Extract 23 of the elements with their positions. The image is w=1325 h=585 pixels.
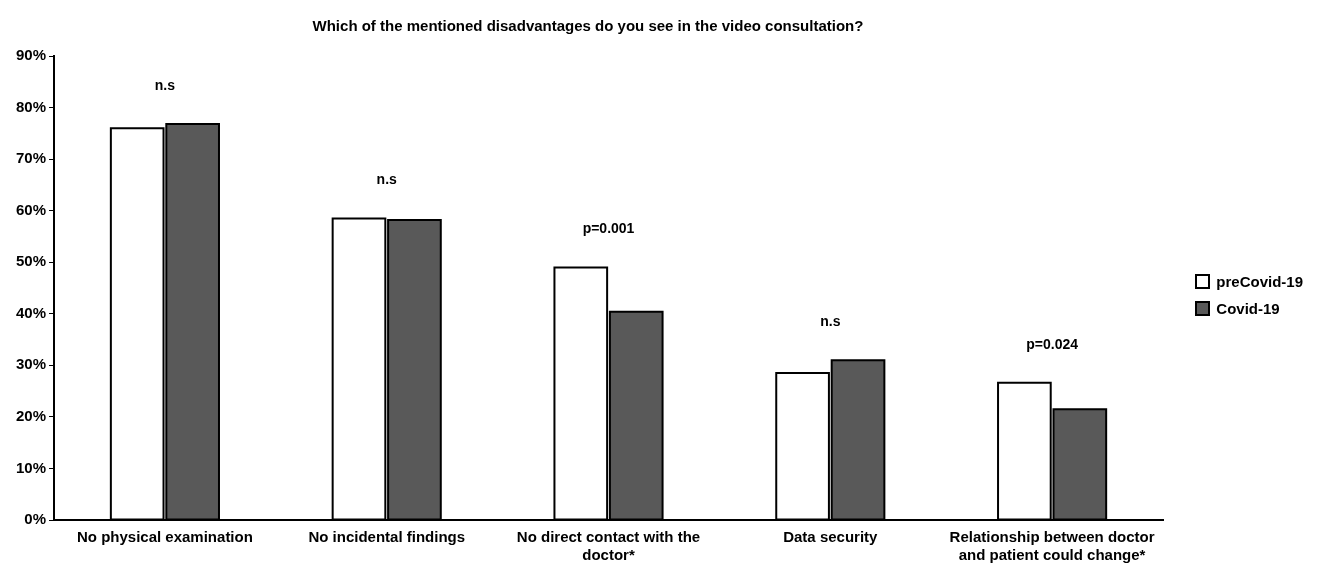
y-tick-label: 30% xyxy=(15,355,47,373)
annotation: n.s xyxy=(154,76,176,93)
y-tick-label: 40% xyxy=(15,303,47,321)
x-tick-label: Relationship between doctor and patient could change* xyxy=(949,528,1155,564)
legend-label: Covid-19 xyxy=(1216,300,1280,317)
annotation: p=0.024 xyxy=(1026,335,1079,352)
y-tick-label: 80% xyxy=(15,97,47,115)
y-tick-label: 0% xyxy=(24,510,47,528)
x-tick-label: No direct contact with the doctor* xyxy=(516,528,701,564)
annotation: n.s xyxy=(820,313,841,330)
chart-title: Which of the mentioned disadvantages do you see in the video consultation? xyxy=(312,17,864,35)
y-tick-label: 20% xyxy=(15,407,47,425)
text: preCovid-19 xyxy=(1216,273,1303,290)
y-tick-label: 70% xyxy=(15,149,47,167)
annotation: p=0.001 xyxy=(582,220,635,237)
annotation: n.s xyxy=(376,171,398,188)
y-tick-label: 50% xyxy=(15,252,47,270)
x-tick-label: No physical examination xyxy=(76,528,253,546)
y-tick-label: 90% xyxy=(15,46,47,64)
x-tick-label: No incidental findings xyxy=(308,528,466,546)
y-tick-label: 60% xyxy=(15,200,47,218)
x-tick-label: Data security xyxy=(783,528,879,546)
y-tick-label: 10% xyxy=(15,458,47,476)
